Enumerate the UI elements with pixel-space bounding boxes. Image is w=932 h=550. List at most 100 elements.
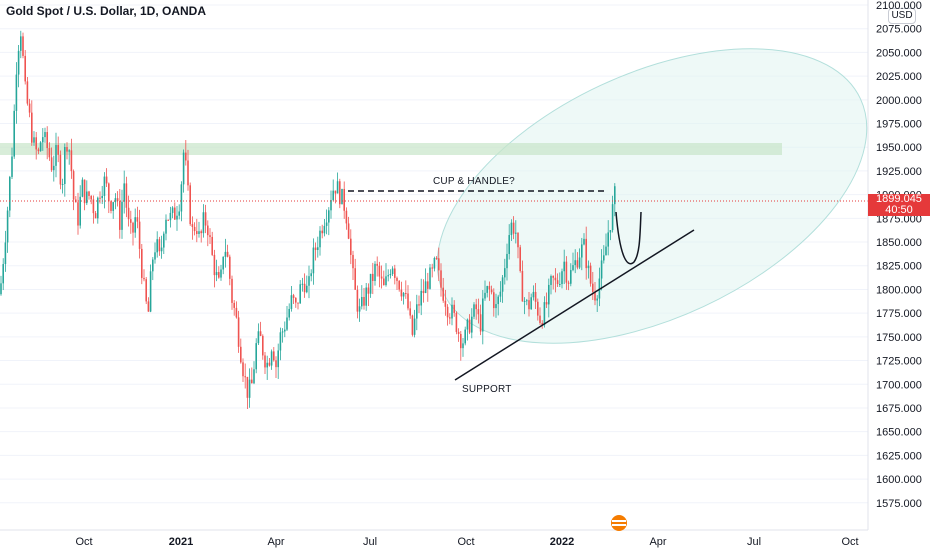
candle-body: [149, 271, 152, 312]
candle-body: [191, 224, 194, 227]
tradingview-logo-icon[interactable]: [606, 514, 632, 532]
candle-body: [396, 277, 398, 281]
candle-body: [145, 279, 147, 302]
candle-body: [493, 292, 495, 309]
candle-body: [310, 273, 312, 277]
candle-body: [369, 273, 372, 294]
cup-handle-label: CUP & HANDLE?: [433, 176, 515, 187]
candle-body: [314, 247, 317, 250]
candle-body: [88, 191, 90, 196]
currency-button[interactable]: USD: [888, 8, 916, 24]
candle-body: [160, 247, 163, 252]
candle-body: [416, 304, 418, 319]
candle-body: [231, 278, 233, 303]
candle-body: [114, 198, 117, 203]
candle-body: [0, 283, 2, 295]
candle-body: [603, 255, 605, 261]
price-tick-label: 1925.000: [876, 166, 922, 178]
candle-body: [442, 287, 444, 301]
candle-body: [94, 213, 97, 219]
candle-body: [488, 286, 491, 290]
current-price-tag: 1899.045 40:50: [868, 194, 930, 216]
candle-body: [253, 369, 255, 384]
price-tick-label: 2000.000: [876, 95, 922, 107]
candle-body: [209, 235, 211, 237]
support-label: SUPPORT: [462, 384, 512, 395]
candle-body: [279, 332, 282, 351]
candle-body: [405, 293, 407, 295]
time-tick-label: Apr: [649, 536, 666, 548]
candle-body: [596, 298, 598, 301]
price-tick-label: 1675.000: [876, 403, 922, 415]
candle-body: [352, 254, 354, 269]
candle-body: [345, 210, 348, 224]
candle-body: [614, 186, 616, 205]
candle-body: [438, 258, 440, 271]
candle-body: [92, 199, 95, 214]
candle-body: [169, 212, 172, 221]
candle-body: [358, 306, 361, 312]
candle-body: [229, 256, 231, 279]
candle-body: [460, 334, 462, 349]
candle-body: [376, 263, 378, 266]
candle-body: [482, 298, 484, 332]
candle-body: [427, 281, 429, 289]
candle-body: [176, 215, 178, 220]
candle-body: [451, 304, 453, 319]
candle-body: [237, 317, 240, 347]
candle-body: [413, 318, 416, 335]
candle-body: [46, 132, 48, 149]
candle-body: [468, 319, 471, 333]
candle-body: [158, 239, 161, 252]
candle-body: [407, 293, 409, 309]
candle-body: [534, 291, 537, 302]
candle-body: [138, 221, 141, 249]
candle-body: [343, 188, 345, 211]
price-tick-label: 2075.000: [876, 24, 922, 36]
candle-body: [35, 137, 37, 150]
time-tick-label: 2022: [550, 536, 574, 548]
candle-body: [224, 251, 227, 257]
candle-body: [255, 343, 257, 370]
candle-body: [341, 188, 343, 205]
candle-body: [204, 212, 207, 226]
candle-body: [220, 269, 222, 278]
candle-body: [306, 285, 308, 293]
candle-body: [499, 291, 502, 297]
candle-body: [517, 232, 519, 248]
candle-body: [589, 265, 592, 284]
candle-body: [185, 152, 187, 161]
candle-body: [361, 296, 363, 307]
candle-body: [466, 319, 469, 330]
candle-body: [526, 300, 528, 302]
candle-body: [66, 147, 68, 152]
candle-body: [44, 132, 46, 138]
candle-body: [583, 238, 585, 245]
candle-body: [226, 251, 229, 257]
candle-body: [53, 165, 55, 171]
candle-body: [154, 252, 156, 260]
candle-body: [585, 238, 587, 269]
candle-body: [37, 149, 40, 152]
candle-body: [587, 265, 590, 269]
candle-body: [611, 204, 614, 231]
candle-body: [323, 225, 326, 234]
candle-body: [530, 297, 532, 310]
candle-body: [521, 271, 524, 302]
price-tick-label: 1700.000: [876, 379, 922, 391]
candle-body: [495, 304, 497, 309]
candle-body: [163, 233, 165, 248]
candle-body: [17, 50, 20, 75]
candle-body: [259, 331, 262, 336]
candle-body: [431, 267, 433, 269]
candle-body: [264, 355, 266, 368]
candle-body: [444, 300, 447, 307]
candle-body: [411, 315, 414, 335]
candle-body: [424, 281, 427, 294]
price-tick-label: 1975.000: [876, 119, 922, 131]
candle-body: [211, 236, 213, 255]
candle-body: [119, 200, 121, 230]
candle-body: [550, 276, 552, 285]
candle-body: [398, 280, 400, 290]
